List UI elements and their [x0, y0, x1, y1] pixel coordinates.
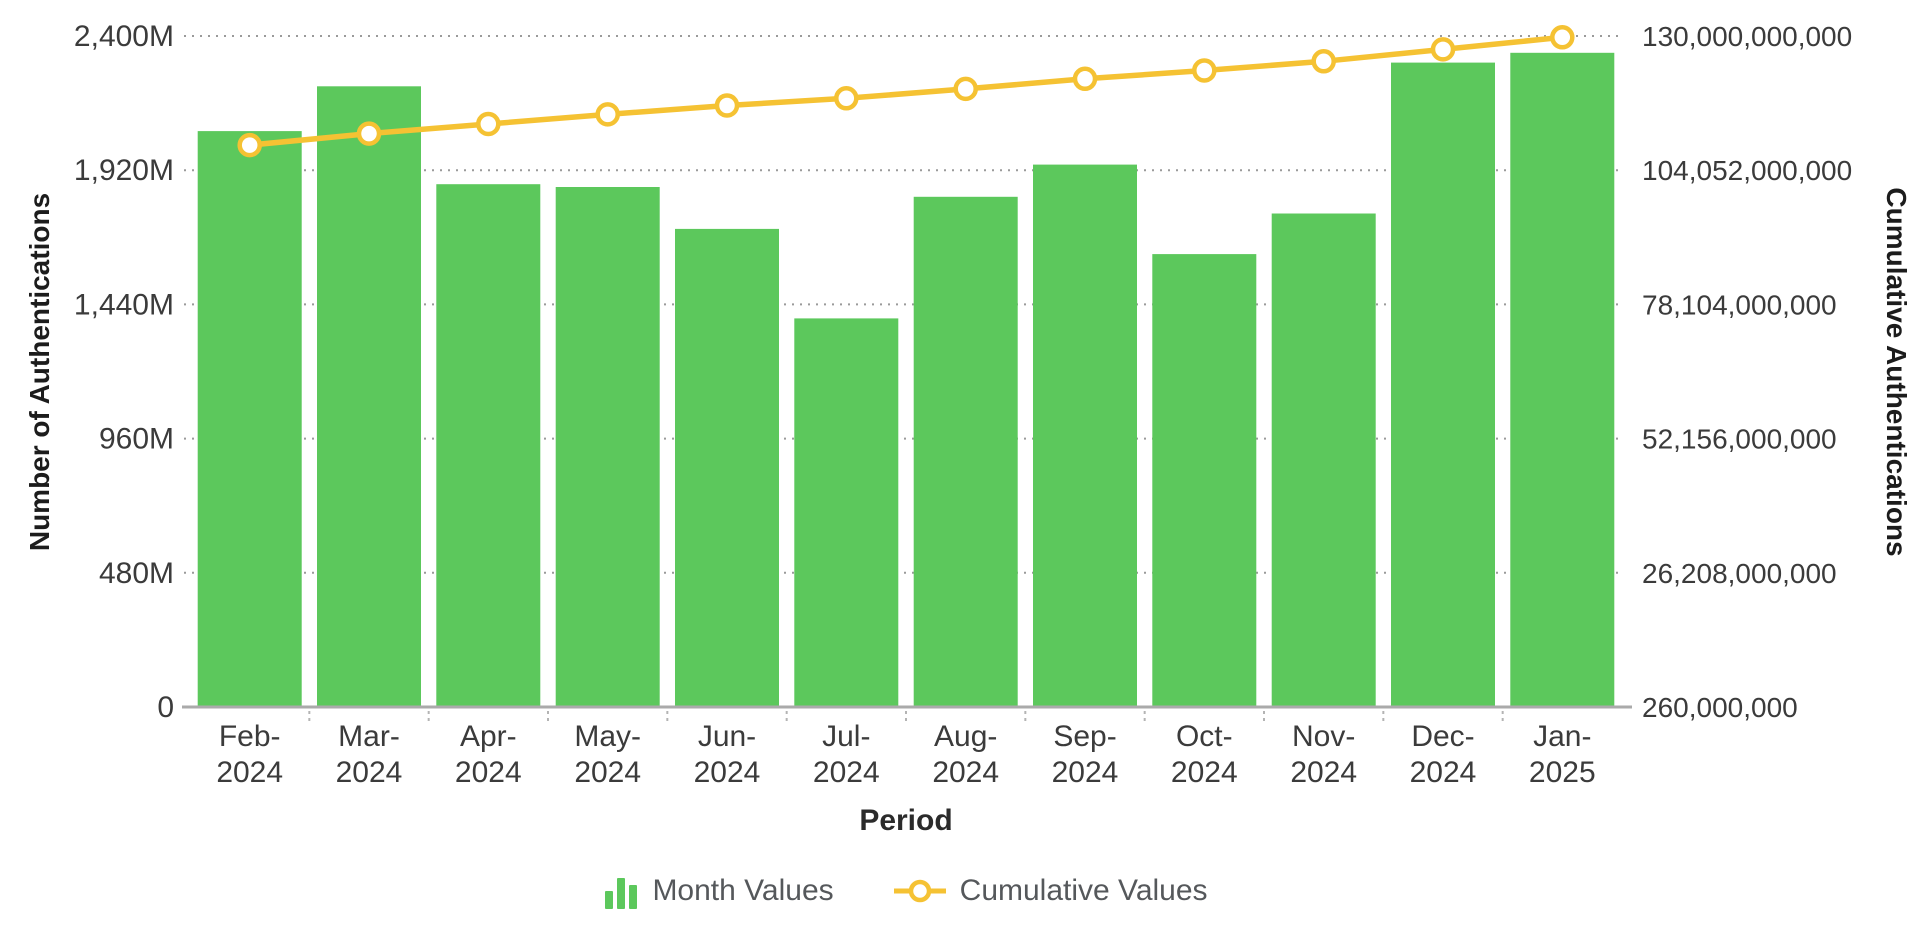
left-axis-tick-label: 1,920M: [74, 154, 174, 187]
x-axis-tick-label: Jun-: [698, 720, 756, 753]
cumulative-marker-Apr-2024[interactable]: [476, 111, 501, 137]
right-axis-tick-label: 26,208,000,000: [1642, 558, 1837, 589]
legend-item-month-values[interactable]: Month Values: [604, 872, 834, 910]
legend-label-cumulative-values: Cumulative Values: [959, 874, 1208, 907]
legend: Month Values Cumulative Values: [190, 872, 1622, 910]
right-axis-tick-label: 78,104,000,000: [1642, 289, 1837, 320]
bar-May-2024[interactable]: [555, 187, 660, 707]
x-axis-tick-label: Apr-: [460, 720, 517, 753]
bar-Apr-2024[interactable]: [436, 184, 541, 707]
bar-Aug-2024[interactable]: [913, 196, 1018, 708]
bar-Mar-2024[interactable]: [317, 86, 421, 708]
legend-label-month-values: Month Values: [652, 874, 834, 907]
cumulative-marker-Aug-2024[interactable]: [953, 76, 978, 102]
cumulative-marker-Feb-2024[interactable]: [237, 132, 262, 158]
cumulative-marker-Nov-2024[interactable]: [1311, 49, 1336, 74]
x-axis-tick-label: 2025: [1529, 756, 1596, 789]
cumulative-marker-Sep-2024[interactable]: [1072, 66, 1098, 92]
x-axis-tick-label: 2024: [574, 756, 641, 789]
cumulative-marker-May-2024[interactable]: [595, 102, 620, 127]
x-axis-tick-label: 2024: [216, 756, 283, 789]
x-axis-tick-label: Feb-: [219, 720, 281, 753]
cumulative-marker-Dec-2024[interactable]: [1430, 37, 1456, 62]
bar-Jun-2024[interactable]: [675, 228, 779, 707]
right-axis-title: Cumulative Authentications: [1881, 187, 1912, 557]
line-series-icon: [893, 879, 946, 903]
right-axis-tick-label: 260,000,000: [1642, 692, 1798, 723]
x-axis-tick-label: Aug-: [934, 720, 997, 753]
left-axis-tick-label: 1,440M: [74, 288, 174, 321]
legend-item-cumulative-values[interactable]: Cumulative Values: [892, 872, 1208, 910]
left-axis-title: Number of Authentications: [24, 192, 55, 552]
left-axis-tick-label: 0: [157, 691, 174, 724]
x-axis-tick-label: 2024: [336, 756, 403, 789]
left-axis-tick-label: 2,400M: [74, 20, 174, 53]
x-axis-tick-label: 2024: [455, 756, 522, 789]
cumulative-line: [246, 34, 1566, 148]
bar-Feb-2024[interactable]: [197, 131, 302, 708]
x-axis-tick-label: May-: [574, 720, 641, 753]
x-axis-tick-label: Jul-: [822, 720, 870, 753]
x-axis-tick-label: Jan-: [1533, 720, 1591, 753]
right-axis-tick-label: 104,052,000,000: [1642, 155, 1852, 186]
bar-Dec-2024[interactable]: [1391, 62, 1495, 708]
x-axis-title: Period: [859, 804, 953, 837]
left-axis-tick-label: 960M: [99, 423, 174, 456]
bar-Oct-2024[interactable]: [1152, 254, 1257, 707]
cumulative-marker-Jun-2024[interactable]: [714, 93, 740, 118]
x-axis-tick-label: 2024: [813, 756, 880, 789]
bar-Jan-2025[interactable]: [1510, 52, 1615, 708]
x-axis-tick-label: 2024: [932, 756, 999, 789]
x-axis-tick-label: 2024: [1052, 756, 1119, 789]
x-axis-tick-label: Nov-: [1292, 720, 1355, 753]
x-axis-tick-label: Oct-: [1176, 720, 1233, 753]
x-axis-tick-label: Mar-: [338, 720, 400, 753]
x-axis-tick-label: Dec-: [1411, 720, 1474, 753]
x-axis-tick-label: 2024: [1410, 756, 1477, 789]
right-axis-tick-label: 52,156,000,000: [1642, 424, 1837, 455]
bar-Jul-2024[interactable]: [794, 318, 899, 707]
x-axis-tick-label: 2024: [694, 756, 761, 789]
bar-Sep-2024[interactable]: [1033, 164, 1137, 708]
cumulative-marker-Oct-2024[interactable]: [1192, 58, 1217, 83]
cumulative-marker-Jul-2024[interactable]: [834, 86, 859, 111]
bar-series-icon: [605, 878, 638, 909]
x-axis-tick-label: 2024: [1290, 756, 1357, 789]
x-axis-tick-label: 2024: [1171, 756, 1238, 789]
cumulative-marker-Jan-2025[interactable]: [1550, 25, 1575, 50]
x-axis-tick-label: Sep-: [1053, 720, 1116, 753]
left-axis-tick-label: 480M: [99, 557, 174, 590]
cumulative-marker-Mar-2024[interactable]: [356, 121, 382, 146]
right-axis-tick-label: 130,000,000,000: [1642, 21, 1852, 52]
bar-Nov-2024[interactable]: [1271, 213, 1376, 708]
